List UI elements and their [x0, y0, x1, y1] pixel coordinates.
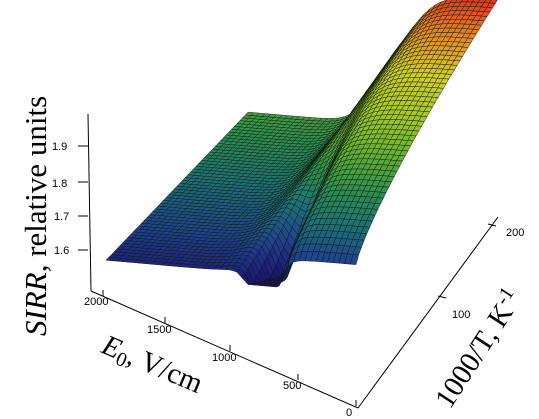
- z-tick-labels: 1.9 1.8 1.7 1.6: [52, 141, 69, 257]
- x-axis-title: E0, V/cm: [95, 329, 208, 403]
- surface-mesh: [105, 0, 498, 288]
- z-tick-label: 1.7: [54, 211, 69, 223]
- tick-marks: [78, 145, 497, 406]
- x-tick-label: 2000: [84, 296, 108, 308]
- x-tick-label: 1500: [147, 324, 171, 336]
- z-axis-title: SIRR, relative units: [18, 96, 53, 336]
- z-tick-label: 1.9: [52, 141, 67, 153]
- x-tick-labels: 2000 1500 1000 500 0: [84, 296, 352, 419]
- y-tick-labels: 100 200: [452, 227, 524, 321]
- z-axis-title-text: , relative units: [18, 96, 53, 272]
- y-axis-title-text: 1000/T, K: [429, 298, 520, 414]
- x-tick-label: 0: [346, 407, 352, 419]
- axes: [87, 113, 499, 409]
- x-axis-title-text: , V/cm: [123, 340, 208, 400]
- z-tick-label: 1.8: [52, 178, 67, 190]
- y-tick-mark: [487, 223, 497, 227]
- surface-cell: [350, 254, 359, 265]
- x-tick-label: 1000: [212, 352, 236, 364]
- y-tick-mark: [437, 295, 447, 299]
- x-tick-label: 500: [283, 380, 301, 392]
- y-axis-title: 1000/T, K-1: [427, 283, 528, 414]
- z-tick-label: 1.6: [54, 245, 69, 257]
- z-axis-title-symbol: SIRR: [18, 272, 53, 336]
- x-axis-line: [90, 290, 359, 409]
- z-axis-line: [87, 113, 92, 292]
- y-axis-line: [357, 216, 499, 409]
- y-tick-label: 100: [452, 309, 470, 321]
- y-tick-label: 200: [506, 227, 524, 239]
